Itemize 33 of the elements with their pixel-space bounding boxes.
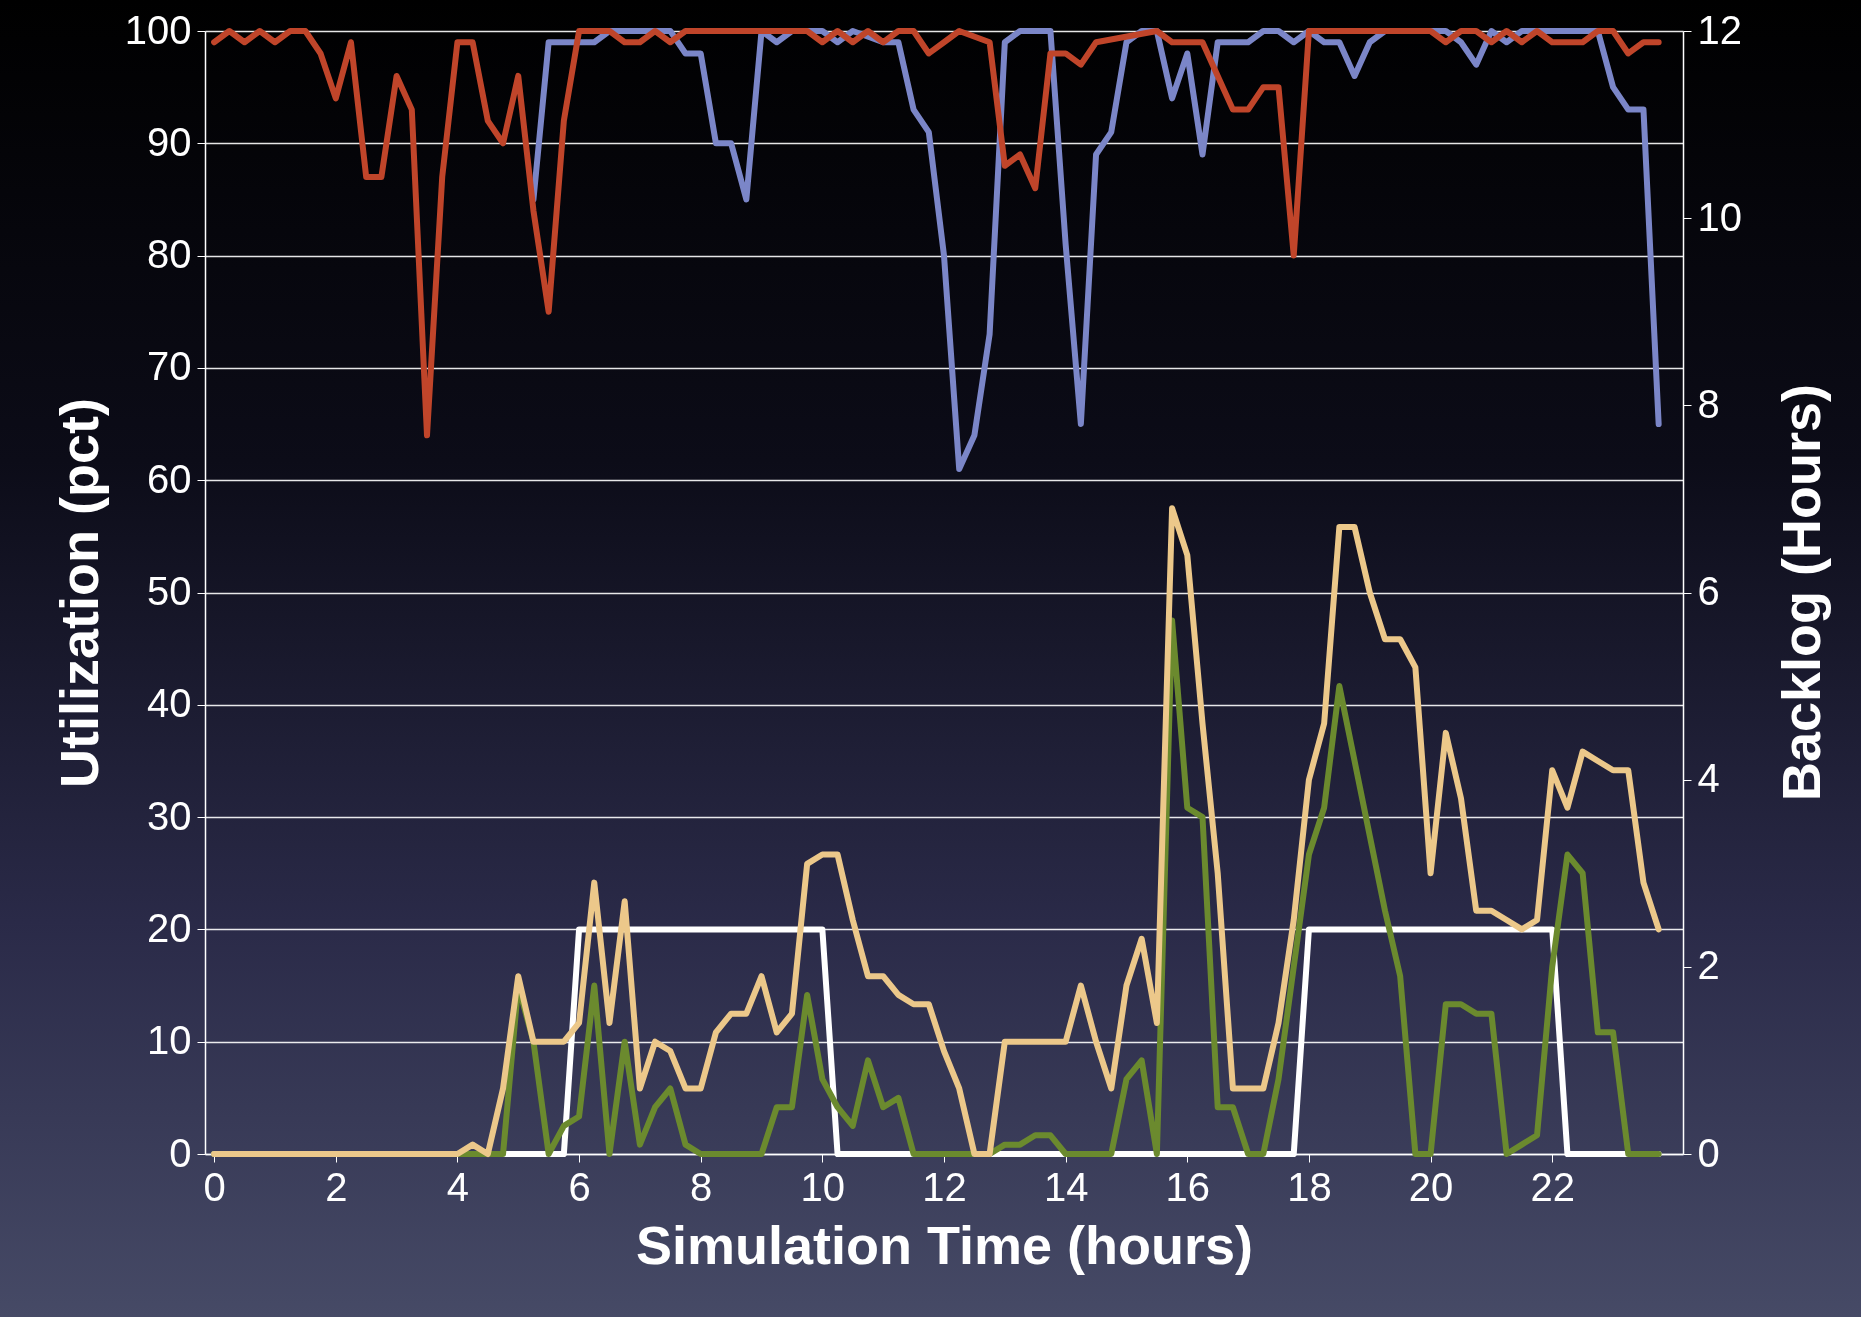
y2-tick-label: 10 [1697,194,1742,239]
x-tick-label: 12 [922,1164,967,1209]
x-tick-label: 8 [690,1164,713,1209]
y-tick-label: 50 [147,569,192,613]
x-tick-label: 4 [446,1164,470,1209]
y-tick-label: 10 [147,1018,192,1063]
y2-tick-label: 0 [1697,1130,1720,1175]
y-tick-label: 60 [147,456,192,501]
x-tick-label: 16 [1165,1164,1211,1209]
y-tick-label: 40 [147,681,192,726]
x-axis-title: Simulation Time (hours) [635,1214,1254,1275]
x-tick-label: 0 [203,1164,226,1209]
y2-tick-label: 4 [1697,756,1720,801]
x-tick-label: 14 [1043,1164,1089,1209]
y2-tick-label: 6 [1697,569,1720,613]
y2-tick-label: 12 [1697,7,1742,52]
y-tick-label: 0 [169,1130,192,1175]
y-tick-label: 90 [147,119,192,164]
y2-tick-label: 8 [1697,381,1720,426]
y-tick-label: 20 [147,905,192,950]
y-tick-label: 30 [147,793,192,838]
x-tick-label: 10 [800,1164,846,1209]
x-tick-label: 18 [1287,1164,1332,1209]
y2-axis-title: Backlog (Hours) [1770,383,1831,802]
y-tick-label: 100 [124,7,192,52]
x-tick-label: 6 [568,1164,591,1209]
y-tick-label: 70 [147,344,192,389]
y-tick-label: 80 [147,232,192,277]
x-tick-label: 22 [1530,1164,1575,1209]
x-tick-label: 2 [325,1164,348,1209]
y-axis-title: Utilization (pct) [48,398,109,788]
y2-tick-label: 2 [1697,943,1720,988]
x-tick-label: 20 [1408,1164,1454,1209]
